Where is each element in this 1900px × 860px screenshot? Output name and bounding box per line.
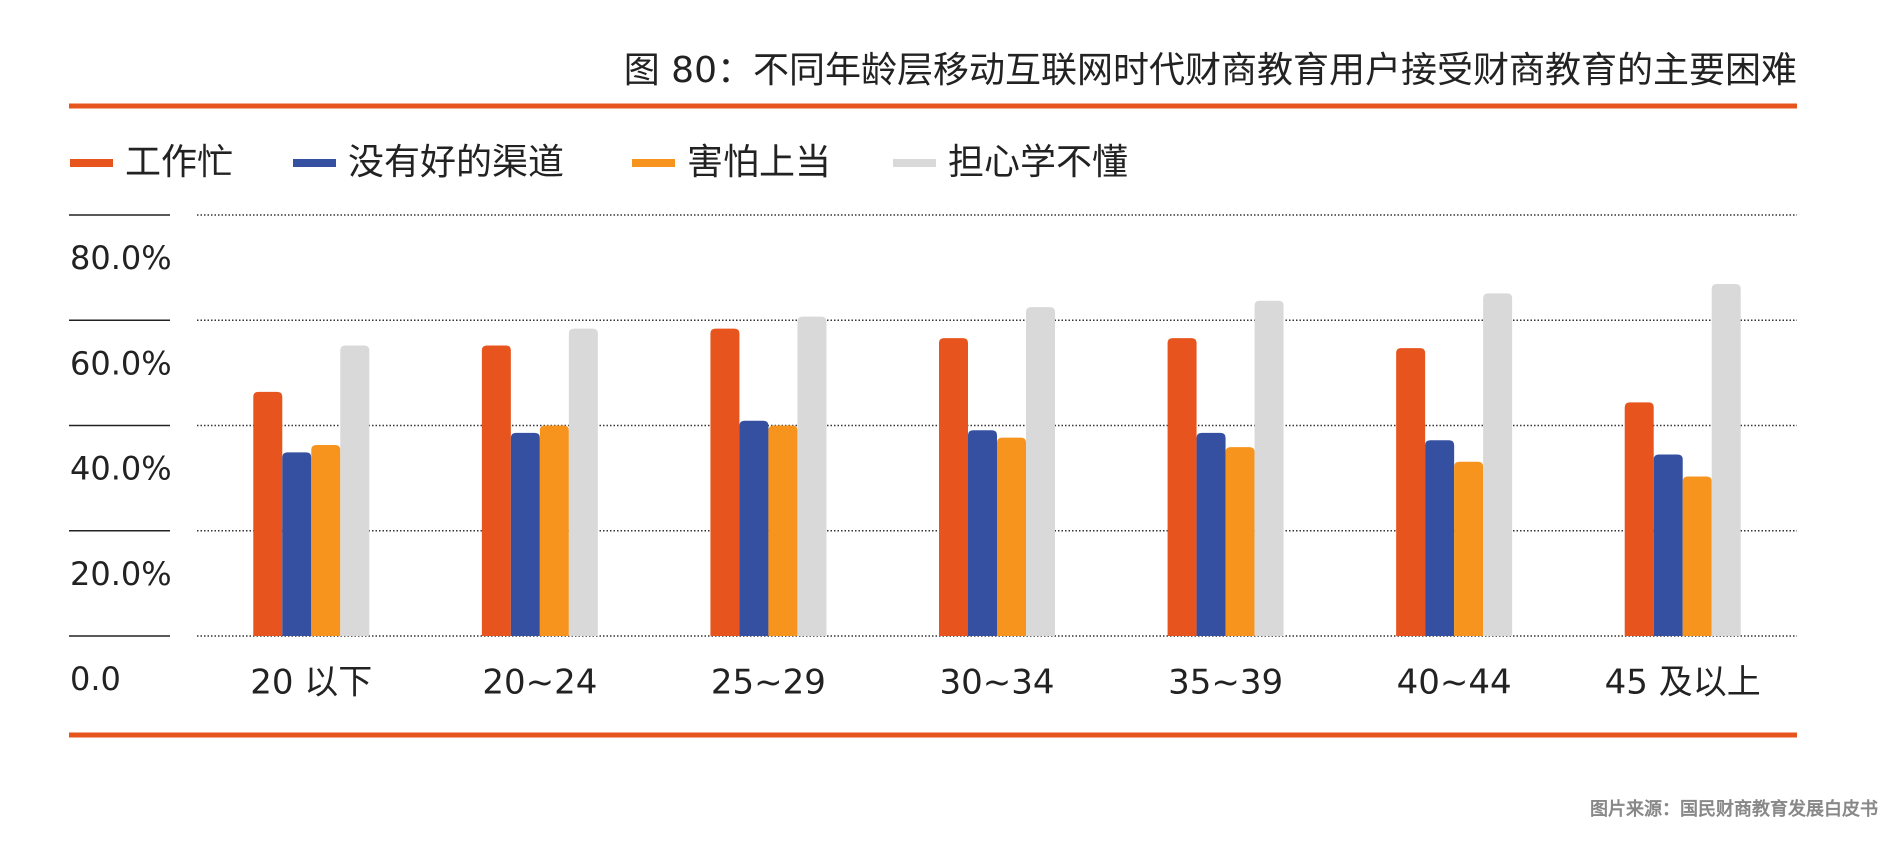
x-tick-label: 40~44 <box>1397 663 1512 703</box>
legend-swatch <box>70 159 113 167</box>
bar <box>1653 454 1683 636</box>
bar <box>1026 307 1055 636</box>
bar <box>710 328 740 636</box>
bar <box>1196 432 1226 636</box>
bar <box>311 444 341 636</box>
y-tick-label: 0.0 <box>70 660 121 698</box>
bar <box>768 425 798 636</box>
bar <box>968 430 997 636</box>
legend-label: 害怕上当 <box>687 142 831 183</box>
bar <box>1711 283 1741 636</box>
bar <box>739 420 769 636</box>
bar <box>1454 461 1484 636</box>
bar <box>997 437 1026 636</box>
y-tick-label: 80.0% <box>70 239 172 277</box>
bar <box>1254 300 1284 636</box>
legend-swatch <box>893 159 936 167</box>
bar <box>797 316 827 636</box>
legend-label: 没有好的渠道 <box>348 142 564 183</box>
x-tick-label: 20~24 <box>482 663 597 703</box>
bar <box>1483 293 1513 636</box>
bar <box>939 338 968 636</box>
bar <box>568 328 598 636</box>
bar <box>1396 348 1426 636</box>
bar <box>253 391 283 636</box>
bar <box>1225 447 1255 636</box>
bar <box>1425 440 1455 636</box>
y-tick-label: 20.0% <box>70 555 172 593</box>
legend-label: 工作忙 <box>125 142 233 183</box>
bar <box>1682 476 1712 636</box>
chart-title: 图 80：不同年龄层移动互联网时代财商教育用户接受财商教育的主要困难 <box>624 50 1797 91</box>
y-tick-label: 60.0% <box>70 344 172 382</box>
legend-swatch <box>632 159 675 167</box>
x-tick-label: 30~34 <box>939 663 1054 703</box>
x-tick-label: 35~39 <box>1168 663 1283 703</box>
bar <box>340 345 370 636</box>
bar <box>510 432 540 636</box>
bar <box>539 425 569 636</box>
x-tick-label: 45 及以上 <box>1605 663 1761 703</box>
bar <box>282 452 312 636</box>
legend-swatch <box>293 159 336 167</box>
y-tick-label: 40.0% <box>70 450 172 488</box>
bar <box>1167 338 1197 636</box>
legend-label: 担心学不懂 <box>948 142 1128 183</box>
bar <box>1624 402 1654 636</box>
bar <box>481 345 511 636</box>
source-note: 图片来源：国民财商教育发展白皮书 <box>1590 798 1878 820</box>
x-tick-label: 20 以下 <box>250 663 372 703</box>
x-tick-label: 25~29 <box>711 663 826 703</box>
